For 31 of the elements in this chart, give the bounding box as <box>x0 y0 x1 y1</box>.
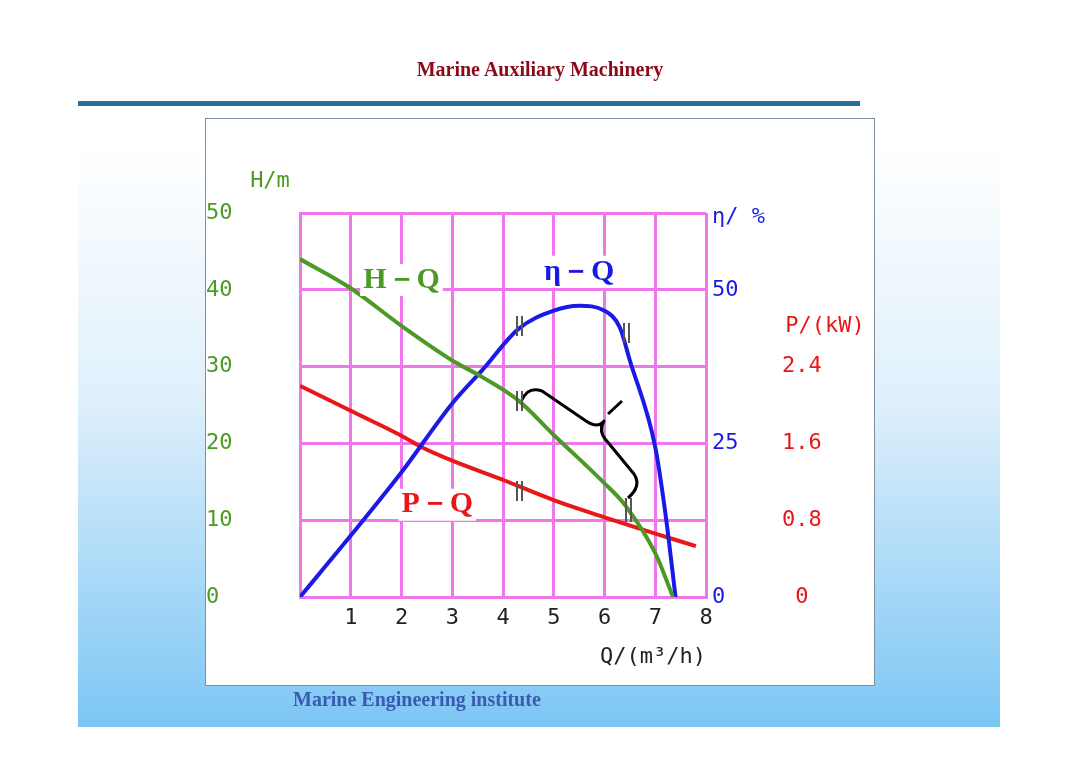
x-tick-label: 5 <box>547 603 561 629</box>
series-label: P－Q <box>401 485 474 519</box>
chart-title: Marine Auxiliary Machinery <box>415 58 665 81</box>
y-tick-label: 30 <box>206 352 233 378</box>
y2-tick-label: 0 <box>712 582 726 608</box>
y-tick-label: 50 <box>206 198 233 224</box>
y-tick-label: 40 <box>206 275 233 301</box>
x-tick-label: 3 <box>445 603 459 629</box>
x-tick-label: 6 <box>597 603 612 629</box>
y2-tick-label: 25 <box>712 429 739 455</box>
x-tick-label: 8 <box>699 603 713 629</box>
y3-axis-title: P/(kW) <box>785 312 865 338</box>
y-tick-label: 0 <box>206 582 220 608</box>
line-series <box>300 383 698 549</box>
y3-tick-label: 0 <box>795 582 809 608</box>
x-tick-label: 1 <box>344 603 358 629</box>
x-tick-label: 4 <box>496 603 510 629</box>
y3-tick-label: 2.4 <box>781 352 822 378</box>
x-axis-title: Q/(m³/h) <box>600 642 706 668</box>
y-axis-title: H/m <box>250 166 290 192</box>
y2-axis-title: η/ % <box>712 202 765 228</box>
y-tick-label: 10 <box>206 505 233 531</box>
text: Marine Engineering institute <box>293 688 541 711</box>
x-tick-label: 7 <box>648 603 662 629</box>
y3-tick-label: 1.6 <box>781 429 822 455</box>
y2-tick-label: 50 <box>712 275 739 301</box>
x-tick-label: 2 <box>394 603 409 629</box>
series-label: H－Q <box>363 260 440 294</box>
y3-tick-label: 0.8 <box>781 505 822 531</box>
series-label: η－Q <box>543 252 615 286</box>
y-tick-label: 20 <box>206 429 233 455</box>
